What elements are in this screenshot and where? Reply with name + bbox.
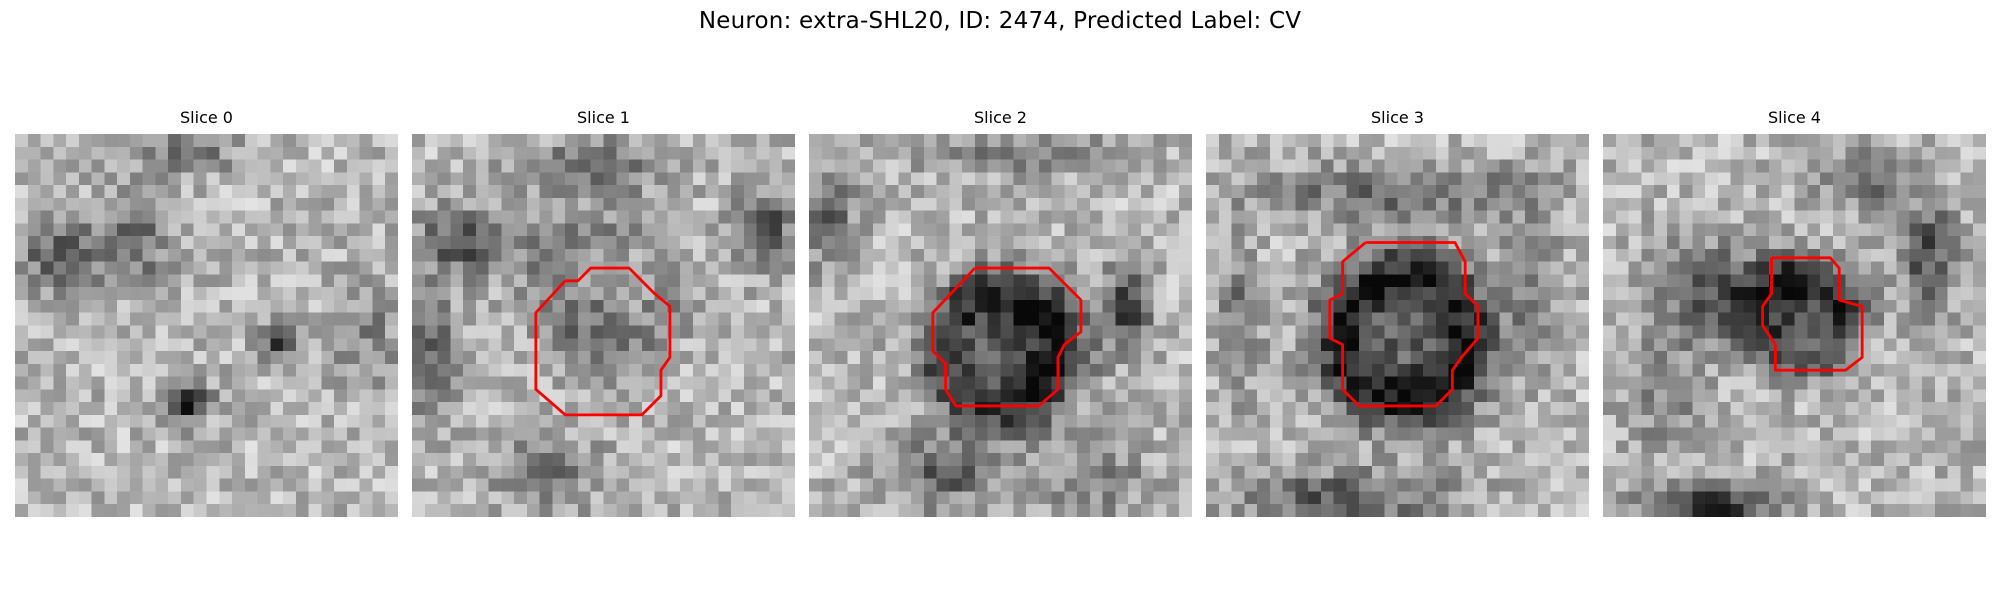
slice-title: Slice 4 (1768, 108, 1821, 127)
cell-contour-outline (534, 266, 672, 417)
slice-image (1206, 134, 1589, 517)
slice-image (809, 134, 1192, 517)
slice-title: Slice 1 (577, 108, 630, 127)
cell-contour-outline (1761, 256, 1864, 372)
slice-image (15, 134, 398, 517)
slice-title: Slice 0 (180, 108, 233, 127)
figure-title: Neuron: extra-SHL20, ID: 2474, Predicted… (698, 8, 1302, 34)
cell-contour-outline (1328, 241, 1480, 408)
slice-image (1603, 134, 1986, 517)
slice-title: Slice 3 (1371, 108, 1424, 127)
slice-title: Slice 2 (974, 108, 1027, 127)
slice-image (412, 134, 795, 517)
cell-contour-outline (931, 266, 1083, 408)
